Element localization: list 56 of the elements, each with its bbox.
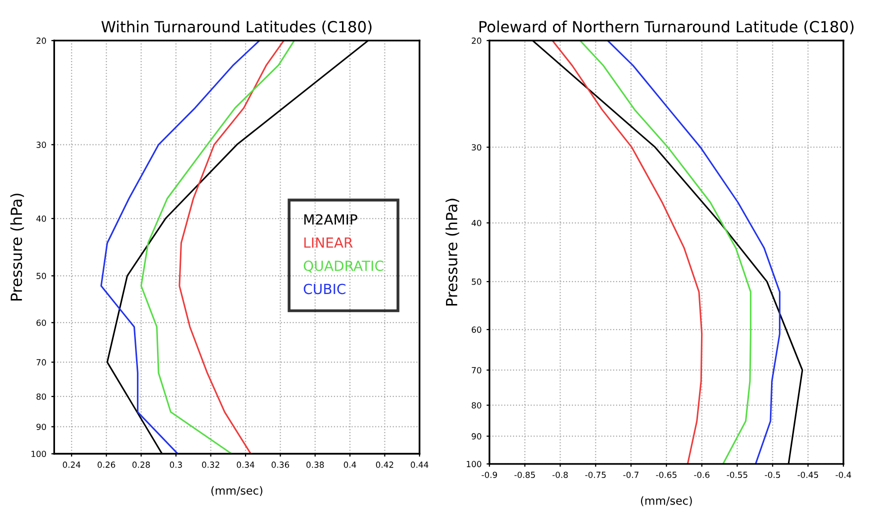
- x-tick-label: 0.28: [132, 462, 150, 468]
- x-tick-label: -0.45: [798, 472, 818, 478]
- y-tick-label: 100: [466, 460, 482, 468]
- x-tick-label: -0.85: [514, 472, 535, 478]
- y-tick-label: 90: [36, 424, 46, 430]
- y-tick-label: 70: [472, 367, 482, 374]
- chart-title: Poleward of Northern Turnaround Latitude (C180): [480, 20, 854, 34]
- y-axis-title: Pressure (hPa): [446, 198, 460, 306]
- line-series: [606, 40, 780, 464]
- x-tick-label: -0.4: [836, 472, 852, 478]
- x-tick-label: -0.7: [623, 472, 638, 478]
- line-series: [178, 40, 285, 454]
- x-tick-label: 0.26: [98, 462, 116, 468]
- y-tick-label: 40: [472, 220, 482, 226]
- chart-title: Within Turnaround Latitudes (C180): [101, 20, 372, 34]
- y-tick-label: 100: [32, 450, 46, 458]
- y-tick-label: 50: [36, 272, 46, 280]
- x-tick-label: 0.42: [376, 462, 394, 468]
- y-tick-label: 90: [472, 433, 482, 440]
- x-axis-title: (mm/sec): [640, 496, 692, 506]
- x-tick-label: 0.32: [202, 462, 220, 468]
- y-axis-title: Pressure (hPa): [10, 194, 24, 300]
- x-tick-label: 0.24: [62, 462, 80, 468]
- x-tick-label: -0.9: [482, 472, 497, 478]
- y-tick-label: 20: [472, 38, 482, 44]
- text: CUBIC: [304, 284, 346, 294]
- y-tick-label: 20: [36, 38, 46, 44]
- x-tick-label: -0.8: [552, 472, 568, 478]
- y-tick-label: 60: [36, 320, 46, 326]
- y-tick-label: 70: [36, 359, 46, 366]
- x-tick-label: 0.34: [236, 462, 254, 468]
- y-tick-label: 30: [472, 144, 482, 150]
- x-tick-label: -0.75: [585, 472, 606, 478]
- x-tick-label: -0.5: [764, 472, 780, 478]
- x-tick-label: 0.36: [272, 462, 290, 468]
- text: QUADRATIC: [304, 260, 384, 273]
- x-tick-label: 0.44: [410, 462, 428, 468]
- line-series: [140, 40, 296, 454]
- x-tick-label: -0.65: [656, 472, 676, 478]
- line-series: [579, 40, 752, 464]
- x-tick-label: 0.3: [170, 462, 182, 468]
- x-tick-label: 0.38: [306, 462, 324, 468]
- y-tick-label: 40: [36, 216, 46, 222]
- text: LINEAR: [304, 238, 353, 248]
- y-tick-label: 50: [472, 278, 482, 285]
- y-tick-label: 30: [36, 142, 46, 148]
- x-tick-label: 0.4: [344, 462, 356, 468]
- text: M2AMIP: [304, 214, 358, 225]
- y-tick-label: 80: [36, 393, 46, 400]
- x-tick-label: -0.6: [694, 472, 710, 478]
- y-tick-label: 60: [472, 326, 482, 333]
- y-tick-label: 80: [472, 402, 482, 408]
- x-tick-label: -0.55: [726, 472, 748, 478]
- line-series: [100, 40, 260, 454]
- line-series: [552, 40, 703, 464]
- x-axis-title: (mm/sec): [211, 486, 262, 496]
